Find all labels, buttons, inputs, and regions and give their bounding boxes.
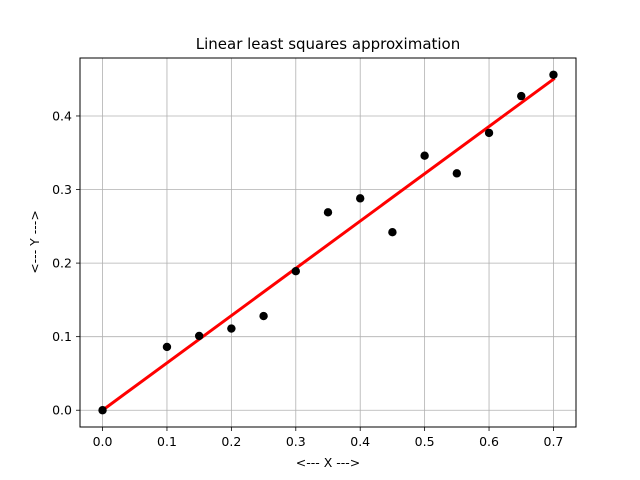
x-tick-label: 0.5 (415, 434, 435, 449)
chart-title: Linear least squares approximation (196, 35, 461, 53)
data-point-12 (484, 128, 494, 138)
data-point-11 (452, 169, 462, 178)
data-point-3 (194, 331, 204, 341)
plot-frame (79, 57, 577, 428)
fitted-line (100, 77, 556, 413)
data-point-2 (162, 342, 172, 352)
data-point-1 (98, 406, 107, 415)
series-layer (98, 70, 558, 415)
x-tick-label: 0.1 (157, 434, 177, 449)
x-tick-label: 0.3 (286, 434, 306, 449)
y-tick-label: 0.3 (52, 182, 72, 197)
data-point-6 (291, 266, 300, 276)
axis-ticks: 0.0 0.1 0.2 0.3 0.4 0.5 0.6 0.7 0.0 0.1 0.2 0.3 0.4 (52, 108, 563, 449)
data-point-5 (259, 311, 268, 321)
y-tick-label: 0.1 (52, 329, 72, 344)
x-tick-label: 0.4 (350, 434, 370, 449)
x-tick-label: 0.6 (479, 434, 499, 449)
data-point-9 (388, 228, 397, 237)
data-point-7 (323, 208, 333, 217)
y-tick-label: 0.0 (52, 403, 72, 418)
data-point-13 (517, 91, 526, 101)
y-tick-label: 0.2 (52, 256, 72, 271)
x-tick-label: 0.0 (93, 434, 113, 449)
y-tick-label: 0.4 (52, 108, 72, 123)
data-point-4 (227, 324, 236, 333)
data-point-8 (356, 194, 365, 203)
x-tick-label: 0.2 (221, 434, 241, 449)
grid (80, 58, 576, 427)
x-tick-label: 0.7 (544, 434, 564, 449)
y-axis-label: <--- Y ---> (27, 210, 42, 274)
x-axis-label: <--- X ---> (296, 455, 361, 470)
data-point-14 (549, 70, 558, 79)
data-point-10 (420, 151, 429, 160)
